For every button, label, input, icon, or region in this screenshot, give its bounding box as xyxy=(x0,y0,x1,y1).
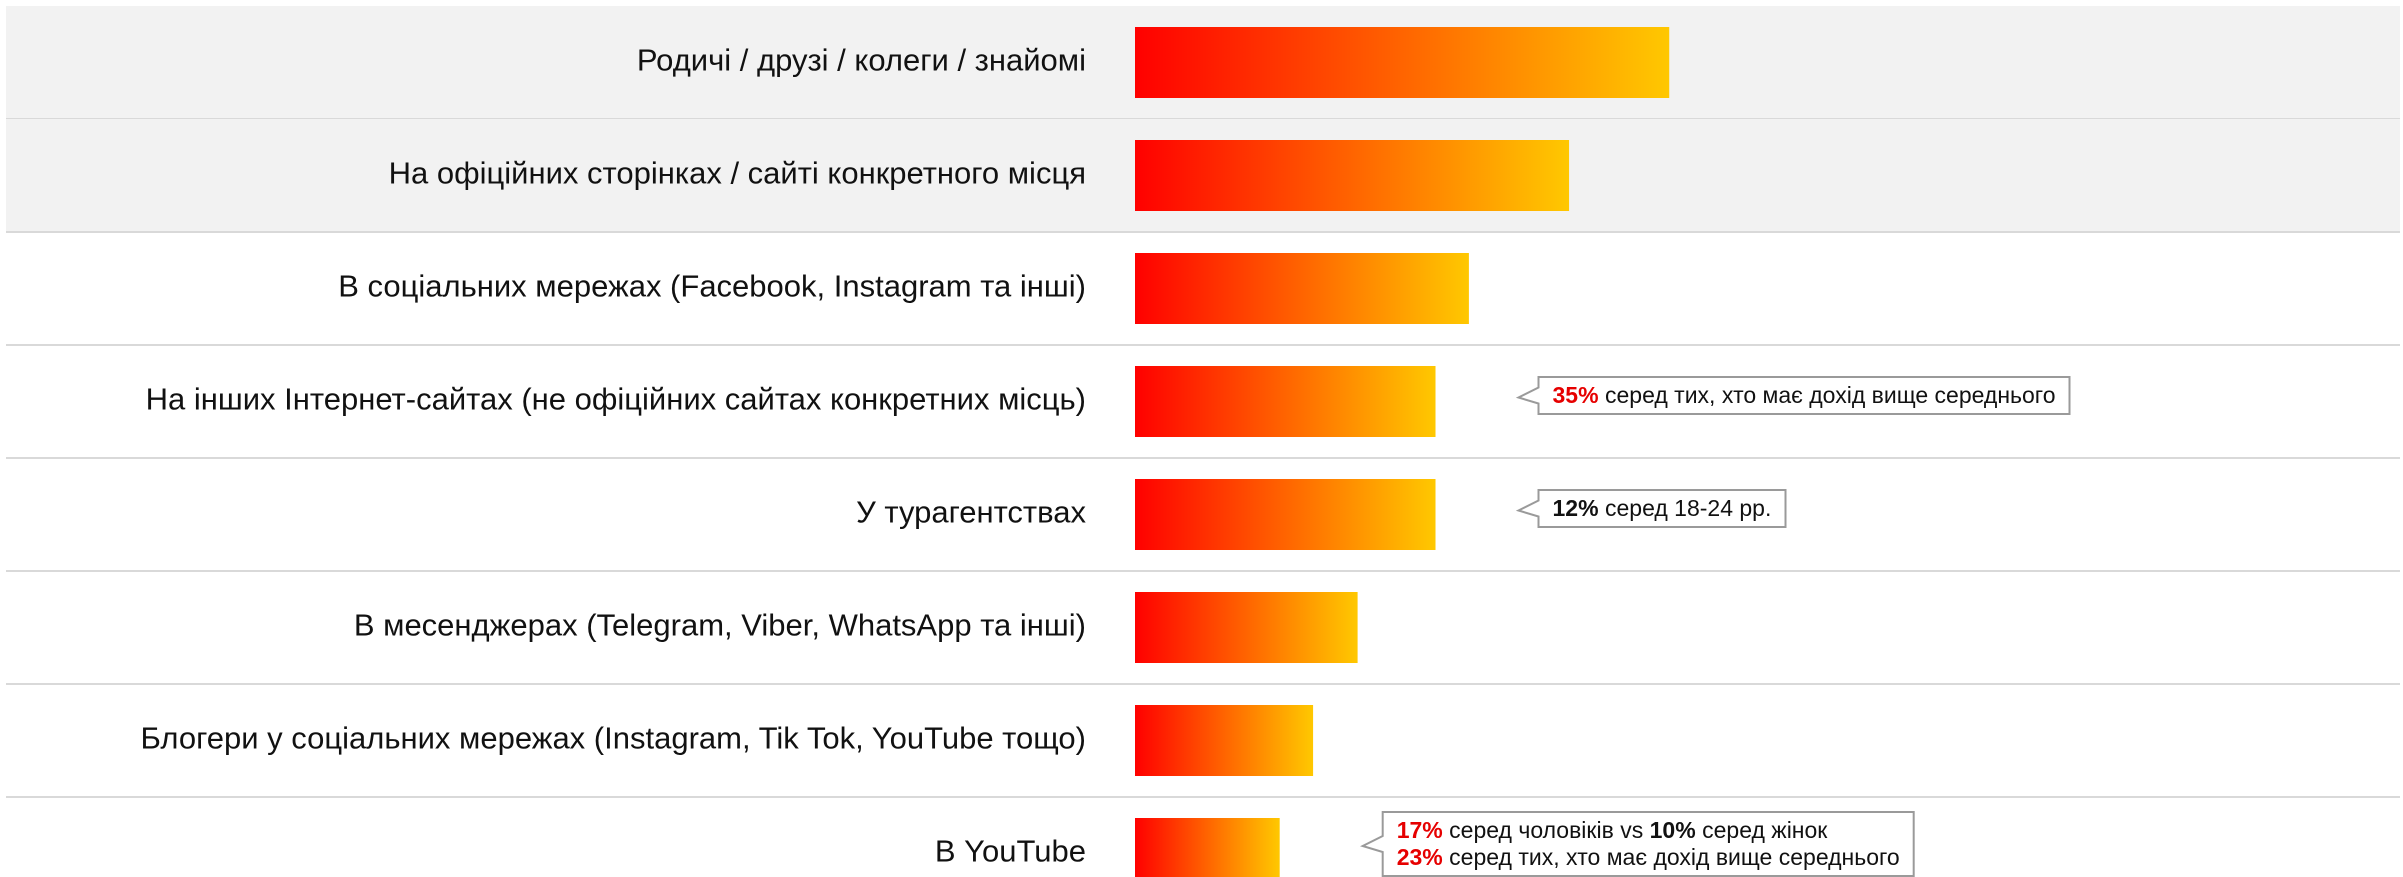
callout-box xyxy=(1515,376,2071,415)
callout-line: 23% серед тих, хто має дохід вище середнь… xyxy=(1397,844,1900,871)
bar xyxy=(1135,592,1358,663)
callout-segment: серед тих, хто має дохід вище середнього xyxy=(1604,382,2056,408)
callout-text: 17% серед чоловіків vs 10% серед жінок 23% се… xyxy=(1383,812,1914,876)
callout-line: 12% серед 18-24 рр. xyxy=(1553,495,1772,522)
bar xyxy=(1135,705,1314,776)
bar xyxy=(1135,366,1436,437)
bar xyxy=(1135,479,1436,550)
callout-text: 35% серед тих, хто має дохід вище середнь… xyxy=(1539,377,2070,414)
callout-segment: 10% xyxy=(1649,817,1696,843)
bar xyxy=(1135,818,1280,877)
category-label: У турагентствах xyxy=(856,495,1086,530)
callout-segment: серед тих, хто має дохід вище середнього xyxy=(1449,844,1900,870)
callout-segment: 35% xyxy=(1552,382,1599,408)
category-label: В YouTube xyxy=(935,834,1086,869)
callout-box xyxy=(1359,811,1915,877)
callout-line: 35% серед тих, хто має дохід вище середнь… xyxy=(1553,382,2056,409)
category-label: В соціальних мережах (Facebook, Instagra… xyxy=(338,269,1086,304)
category-label: Родичі / друзі / колеги / знайомі xyxy=(637,43,1086,78)
bar xyxy=(1135,253,1469,324)
callout-box xyxy=(1515,489,1787,528)
callout-segment: 23% xyxy=(1396,844,1443,870)
callout-segment: 12% xyxy=(1552,495,1599,521)
bar xyxy=(1135,27,1670,98)
category-label: В месенджерах (Telegram, Viber, WhatsApp… xyxy=(354,608,1086,643)
callout-text: 12% серед 18-24 рр. xyxy=(1539,490,1786,527)
bar xyxy=(1135,140,1570,211)
category-label: На інших Інтернет-сайтах (не офіційних с… xyxy=(146,382,1086,417)
category-label: Блогери у соціальних мережах (Instagram,… xyxy=(140,721,1086,756)
callout-segment: серед чоловіків vs xyxy=(1449,817,1644,843)
callout-segment: серед жінок xyxy=(1702,817,1828,843)
callout-segment: серед 18-24 рр. xyxy=(1604,495,1772,521)
category-label: На офіційних сторінках / сайті конкретно… xyxy=(389,156,1086,191)
callout-line: 17% серед чоловіків vs 10% серед жінок xyxy=(1397,817,1900,844)
callout-segment: 17% xyxy=(1396,817,1443,843)
